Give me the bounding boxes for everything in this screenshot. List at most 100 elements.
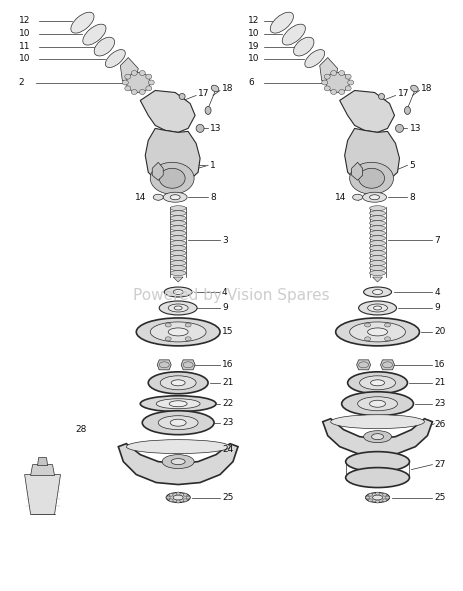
Ellipse shape [348, 80, 354, 85]
Ellipse shape [168, 328, 188, 336]
Text: 10: 10 [248, 29, 259, 38]
Ellipse shape [339, 70, 344, 76]
Text: 24: 24 [222, 445, 233, 454]
Ellipse shape [185, 323, 191, 327]
Ellipse shape [170, 265, 186, 271]
Text: 17: 17 [198, 89, 210, 98]
Ellipse shape [83, 24, 106, 45]
Ellipse shape [411, 85, 418, 92]
Ellipse shape [345, 74, 351, 79]
Ellipse shape [140, 396, 216, 412]
Ellipse shape [369, 493, 373, 496]
Ellipse shape [170, 419, 186, 426]
Ellipse shape [348, 372, 407, 394]
Ellipse shape [131, 89, 137, 95]
Ellipse shape [346, 452, 409, 472]
Ellipse shape [294, 37, 314, 56]
Ellipse shape [169, 401, 187, 407]
Polygon shape [357, 360, 370, 370]
Ellipse shape [369, 241, 386, 246]
Ellipse shape [324, 86, 330, 91]
Ellipse shape [369, 255, 386, 261]
Text: 17: 17 [398, 89, 409, 98]
Ellipse shape [382, 493, 387, 496]
Ellipse shape [363, 287, 392, 297]
Ellipse shape [174, 306, 182, 310]
Ellipse shape [357, 397, 398, 411]
Ellipse shape [163, 192, 187, 202]
Text: 11: 11 [19, 42, 30, 51]
Ellipse shape [374, 306, 382, 310]
Text: 8: 8 [210, 193, 216, 202]
Text: 2: 2 [19, 78, 24, 87]
Polygon shape [381, 360, 394, 370]
Ellipse shape [370, 380, 385, 386]
Ellipse shape [185, 337, 191, 341]
Ellipse shape [369, 230, 386, 236]
Ellipse shape [342, 392, 413, 415]
Ellipse shape [150, 322, 206, 342]
Ellipse shape [369, 216, 386, 220]
Ellipse shape [170, 261, 186, 265]
Ellipse shape [325, 73, 350, 92]
Ellipse shape [331, 70, 337, 76]
Ellipse shape [270, 12, 294, 33]
Ellipse shape [168, 304, 188, 312]
Polygon shape [31, 465, 55, 476]
Ellipse shape [169, 493, 173, 496]
Polygon shape [152, 163, 163, 180]
Ellipse shape [345, 86, 351, 91]
Ellipse shape [166, 492, 190, 502]
Ellipse shape [71, 12, 94, 33]
Text: 6: 6 [248, 78, 254, 87]
Ellipse shape [331, 89, 337, 95]
Text: 3: 3 [222, 236, 228, 245]
Ellipse shape [170, 230, 186, 236]
Ellipse shape [282, 24, 306, 45]
Ellipse shape [369, 261, 386, 265]
Ellipse shape [324, 74, 330, 79]
Ellipse shape [183, 493, 187, 496]
Polygon shape [351, 163, 363, 180]
Text: 16: 16 [222, 361, 233, 369]
Polygon shape [145, 128, 200, 186]
Ellipse shape [369, 226, 386, 230]
Ellipse shape [162, 454, 194, 469]
Ellipse shape [339, 89, 344, 95]
Ellipse shape [350, 163, 394, 194]
Text: Powered by Vision Spares: Powered by Vision Spares [133, 287, 329, 303]
Ellipse shape [122, 80, 128, 85]
Ellipse shape [369, 246, 386, 251]
Ellipse shape [369, 271, 386, 275]
Ellipse shape [176, 500, 180, 503]
Ellipse shape [183, 499, 187, 502]
Text: 21: 21 [434, 378, 446, 387]
Ellipse shape [156, 399, 200, 409]
Ellipse shape [150, 163, 194, 194]
Text: 1: 1 [210, 161, 216, 170]
Text: 7: 7 [434, 236, 440, 245]
Ellipse shape [205, 106, 211, 115]
Ellipse shape [131, 70, 137, 76]
Text: 28: 28 [75, 425, 87, 434]
Ellipse shape [369, 211, 386, 216]
Text: 23: 23 [434, 400, 446, 408]
Ellipse shape [364, 323, 370, 327]
Ellipse shape [170, 220, 186, 226]
Text: 4: 4 [222, 287, 228, 297]
Ellipse shape [336, 318, 419, 346]
Ellipse shape [369, 206, 386, 211]
Ellipse shape [125, 74, 131, 79]
Ellipse shape [126, 440, 230, 454]
Ellipse shape [170, 216, 186, 220]
Ellipse shape [373, 290, 382, 294]
Ellipse shape [170, 236, 186, 241]
Ellipse shape [369, 265, 386, 271]
Ellipse shape [173, 495, 183, 500]
Ellipse shape [170, 246, 186, 251]
Text: 9: 9 [222, 303, 228, 313]
Ellipse shape [126, 73, 150, 92]
Ellipse shape [368, 304, 388, 312]
Ellipse shape [146, 86, 152, 91]
Text: 9: 9 [434, 303, 440, 313]
